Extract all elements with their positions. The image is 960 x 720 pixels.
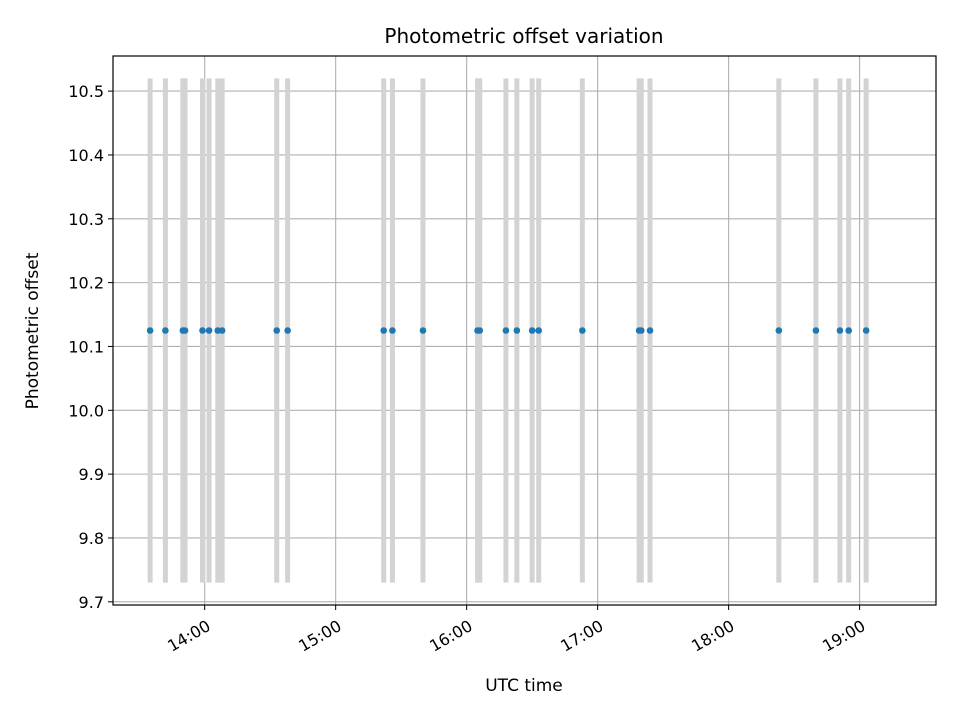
y-tick-label: 9.8 [79, 529, 104, 548]
data-point [284, 327, 291, 334]
data-point [162, 327, 169, 334]
y-tick-label: 10.4 [68, 146, 104, 165]
data-point [812, 327, 820, 334]
y-tick-label: 9.9 [79, 465, 104, 484]
y-tick-label: 10.0 [68, 401, 104, 420]
data-point [502, 327, 510, 334]
data-point [218, 327, 226, 334]
data-point [380, 327, 387, 334]
data-point [273, 327, 281, 334]
x-axis-title: UTC time [485, 676, 563, 696]
data-point [836, 327, 844, 334]
data-point [775, 327, 783, 334]
y-tick-label: 9.7 [79, 593, 104, 612]
data-point [181, 327, 189, 334]
data-point [476, 327, 484, 334]
plot-frame [112, 55, 937, 606]
data-point [419, 327, 427, 334]
data-point [845, 327, 852, 334]
data-point [862, 327, 870, 334]
data-point [579, 327, 586, 334]
y-tick-label: 10.2 [68, 274, 104, 293]
data-points [146, 327, 870, 334]
data-point [199, 327, 206, 334]
data-point [146, 327, 154, 334]
y-axis-title: Photometric offset [23, 252, 43, 409]
y-tick-label: 10.1 [68, 337, 104, 356]
data-point [528, 327, 536, 334]
data-point [637, 327, 645, 334]
chart-title: Photometric offset variation [384, 24, 663, 48]
y-tick-label: 10.5 [68, 82, 104, 101]
data-point [535, 327, 542, 334]
data-point [513, 327, 521, 334]
data-point [646, 327, 654, 334]
data-point [389, 327, 396, 334]
y-axis: 9.7 9.8 9.9 10.0 10.1 10.2 10.3 10.4 10.5 [68, 82, 113, 612]
y-tick-label: 10.3 [68, 210, 104, 229]
data-point [205, 327, 213, 334]
